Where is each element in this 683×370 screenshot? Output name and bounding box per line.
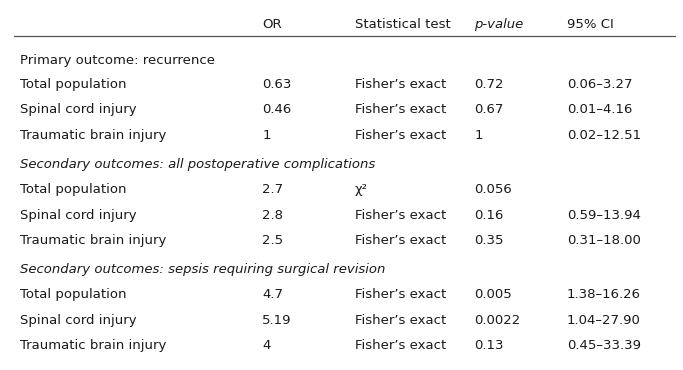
Text: Fisher’s exact: Fisher’s exact: [355, 103, 446, 117]
Text: 1.38–16.26: 1.38–16.26: [567, 288, 641, 301]
Text: 0.16: 0.16: [474, 209, 503, 222]
Text: Traumatic brain injury: Traumatic brain injury: [20, 234, 167, 247]
Text: Fisher’s exact: Fisher’s exact: [355, 78, 446, 91]
Text: 2.7: 2.7: [262, 183, 283, 196]
Text: 0.13: 0.13: [474, 339, 503, 352]
Text: Spinal cord injury: Spinal cord injury: [20, 314, 137, 327]
Text: Fisher’s exact: Fisher’s exact: [355, 314, 446, 327]
Text: Fisher’s exact: Fisher’s exact: [355, 209, 446, 222]
Text: 0.056: 0.056: [474, 183, 512, 196]
Text: Spinal cord injury: Spinal cord injury: [20, 209, 137, 222]
Text: 0.67: 0.67: [474, 103, 503, 117]
Text: 0.06–3.27: 0.06–3.27: [567, 78, 632, 91]
Text: Traumatic brain injury: Traumatic brain injury: [20, 339, 167, 352]
Text: Fisher’s exact: Fisher’s exact: [355, 288, 446, 301]
Text: Spinal cord injury: Spinal cord injury: [20, 103, 137, 117]
Text: 4.7: 4.7: [262, 288, 283, 301]
Text: Primary outcome: recurrence: Primary outcome: recurrence: [20, 54, 215, 67]
Text: Secondary outcomes: sepsis requiring surgical revision: Secondary outcomes: sepsis requiring sur…: [20, 263, 386, 276]
Text: 0.02–12.51: 0.02–12.51: [567, 129, 641, 142]
Text: 1: 1: [262, 129, 270, 142]
Text: Total population: Total population: [20, 183, 127, 196]
Text: 0.005: 0.005: [474, 288, 512, 301]
Text: 0.63: 0.63: [262, 78, 292, 91]
Text: Traumatic brain injury: Traumatic brain injury: [20, 129, 167, 142]
Text: Total population: Total population: [20, 288, 127, 301]
Text: Total population: Total population: [20, 78, 127, 91]
Text: 0.72: 0.72: [474, 78, 503, 91]
Text: 1: 1: [474, 129, 483, 142]
Text: 0.35: 0.35: [474, 234, 503, 247]
Text: 5.19: 5.19: [262, 314, 292, 327]
Text: Statistical test: Statistical test: [355, 18, 451, 31]
Text: 1.04–27.90: 1.04–27.90: [567, 314, 641, 327]
Text: 95% CI: 95% CI: [567, 18, 613, 31]
Text: χ²: χ²: [355, 183, 368, 196]
Text: 0.46: 0.46: [262, 103, 292, 117]
Text: 0.59–13.94: 0.59–13.94: [567, 209, 641, 222]
Text: Fisher’s exact: Fisher’s exact: [355, 234, 446, 247]
Text: 0.31–18.00: 0.31–18.00: [567, 234, 641, 247]
Text: 0.0022: 0.0022: [474, 314, 520, 327]
Text: 0.01–4.16: 0.01–4.16: [567, 103, 632, 117]
Text: Fisher’s exact: Fisher’s exact: [355, 129, 446, 142]
Text: OR: OR: [262, 18, 281, 31]
Text: Fisher’s exact: Fisher’s exact: [355, 339, 446, 352]
Text: 0.45–33.39: 0.45–33.39: [567, 339, 641, 352]
Text: p-value: p-value: [474, 18, 523, 31]
Text: Secondary outcomes: all postoperative complications: Secondary outcomes: all postoperative co…: [20, 158, 376, 171]
Text: 2.8: 2.8: [262, 209, 283, 222]
Text: 2.5: 2.5: [262, 234, 283, 247]
Text: 4: 4: [262, 339, 270, 352]
